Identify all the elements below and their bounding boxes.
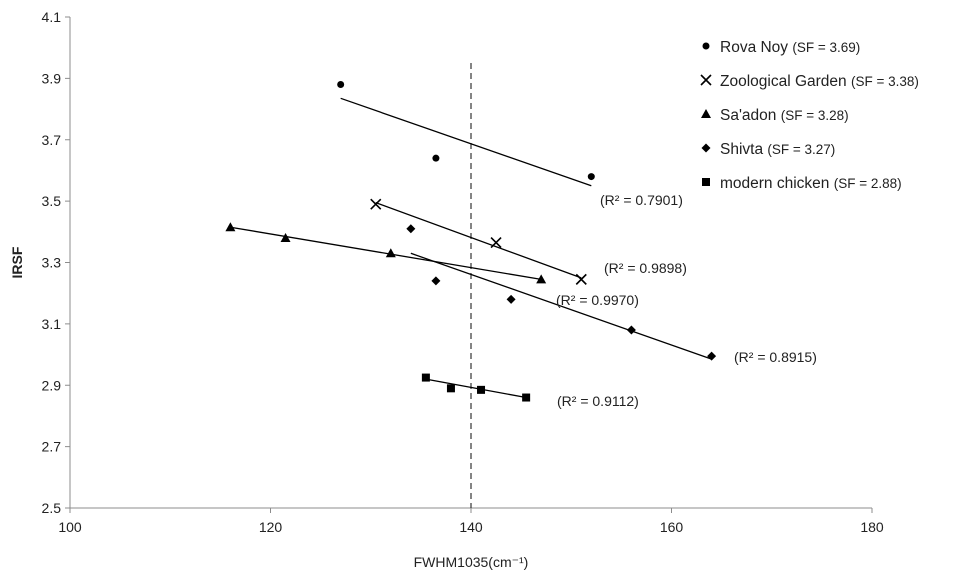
r2-label-shivta: (R² = 0.8915): [734, 349, 817, 365]
r2-label-rova-noy: (R² = 0.7901): [600, 192, 683, 208]
r2-labels: (R² = 0.7901) (R² = 0.9898) (R² = 0.9970) (…: [556, 192, 817, 409]
y-tick-label: 3.3: [42, 255, 62, 271]
x-tick-label: 100: [58, 519, 82, 535]
legend-sf-value: (SF = 3.27): [767, 142, 835, 157]
y-tick-label: 2.5: [42, 500, 62, 516]
point-shivta: [707, 351, 717, 361]
point-zoological-garden: [370, 198, 382, 210]
point-rova-noy: [432, 154, 440, 162]
legend-series-name: modern chicken: [720, 175, 834, 192]
legend-series-name: Sa'adon: [720, 107, 781, 124]
point-sa-adon: [385, 248, 396, 258]
axes: 2.5 2.7 2.9 3.1 3.3 3.5 3.7 3.9 4.1 100 120 140 160 1…: [9, 9, 884, 570]
r2-label-sa-adon: (R² = 0.9970): [556, 292, 639, 308]
legend-marker-zoological-garden: [700, 74, 712, 86]
legend-series-name: Shivta: [720, 141, 767, 158]
legend-marker-shivta: [701, 143, 711, 153]
x-tick-label: 160: [660, 519, 684, 535]
point-shivta: [406, 224, 416, 234]
legend-entry-zoological-garden: Zoological Garden (SF = 3.38): [720, 73, 919, 90]
point-modern-chicken: [522, 393, 531, 402]
legend-marker-modern-chicken: [702, 178, 710, 186]
trendlines: [230, 97, 712, 399]
trendline-sa-adon: [230, 226, 542, 281]
point-modern-chicken: [446, 384, 455, 393]
legend-sf-value: (SF = 3.28): [781, 108, 849, 123]
legend-entry-rova-noy: Rova Noy (SF = 3.69): [720, 39, 860, 56]
y-tick-label: 3.5: [42, 193, 62, 209]
legend-sf-value: (SF = 3.38): [851, 74, 919, 89]
y-axis-title: IRSF: [9, 246, 25, 278]
legend-sf-value: (SF = 3.69): [792, 40, 860, 55]
point-modern-chicken: [477, 385, 486, 394]
legend-series-name: Rova Noy: [720, 39, 792, 56]
x-tick-label: 180: [860, 519, 884, 535]
x-axis-title: FWHM1035(cm⁻¹): [414, 554, 529, 570]
legend-entry-sa-adon: Sa'adon (SF = 3.28): [720, 107, 849, 124]
point-shivta: [431, 276, 441, 286]
point-zoological-garden: [490, 236, 502, 249]
legend-entry-modern-chicken: modern chicken (SF = 2.88): [720, 175, 902, 192]
x-tick-label: 120: [259, 519, 283, 535]
point-rova-noy: [337, 81, 345, 89]
r2-label-zoological-garden: (R² = 0.9898): [604, 260, 687, 276]
y-tick-label: 2.9: [42, 377, 62, 393]
legend-marker-rova-noy: [702, 42, 710, 50]
r2-label-modern-chicken: (R² = 0.9112): [557, 393, 639, 409]
trendline-shivta: [410, 252, 712, 360]
point-sa-adon: [536, 274, 547, 284]
legend-sf-value: (SF = 2.88): [834, 176, 902, 191]
point-shivta: [506, 294, 516, 304]
y-tick-label: 3.7: [42, 132, 62, 148]
legend-series-name: Zoological Garden: [720, 73, 851, 90]
y-tick-label: 2.7: [42, 439, 62, 455]
trendline-rova-noy: [340, 97, 592, 187]
x-tick-label: 140: [459, 519, 483, 535]
legend-entry-shivta: Shivta (SF = 3.27): [720, 141, 835, 158]
point-zoological-garden: [575, 273, 587, 285]
point-shivta: [626, 325, 636, 335]
trendline-zoological-garden: [375, 202, 582, 279]
trendline-modern-chicken: [425, 378, 527, 399]
data-markers: [225, 81, 717, 402]
point-sa-adon: [280, 232, 291, 242]
y-tick-label: 3.1: [42, 316, 62, 332]
point-rova-noy: [587, 173, 595, 181]
y-tick-label: 4.1: [42, 9, 62, 25]
legend-marker-sa-adon: [701, 109, 711, 118]
point-modern-chicken: [421, 373, 430, 382]
legend: Rova Noy (SF = 3.69) Zoological Garden (S…: [700, 39, 919, 192]
point-sa-adon: [225, 222, 236, 232]
y-tick-label: 3.9: [42, 70, 62, 86]
